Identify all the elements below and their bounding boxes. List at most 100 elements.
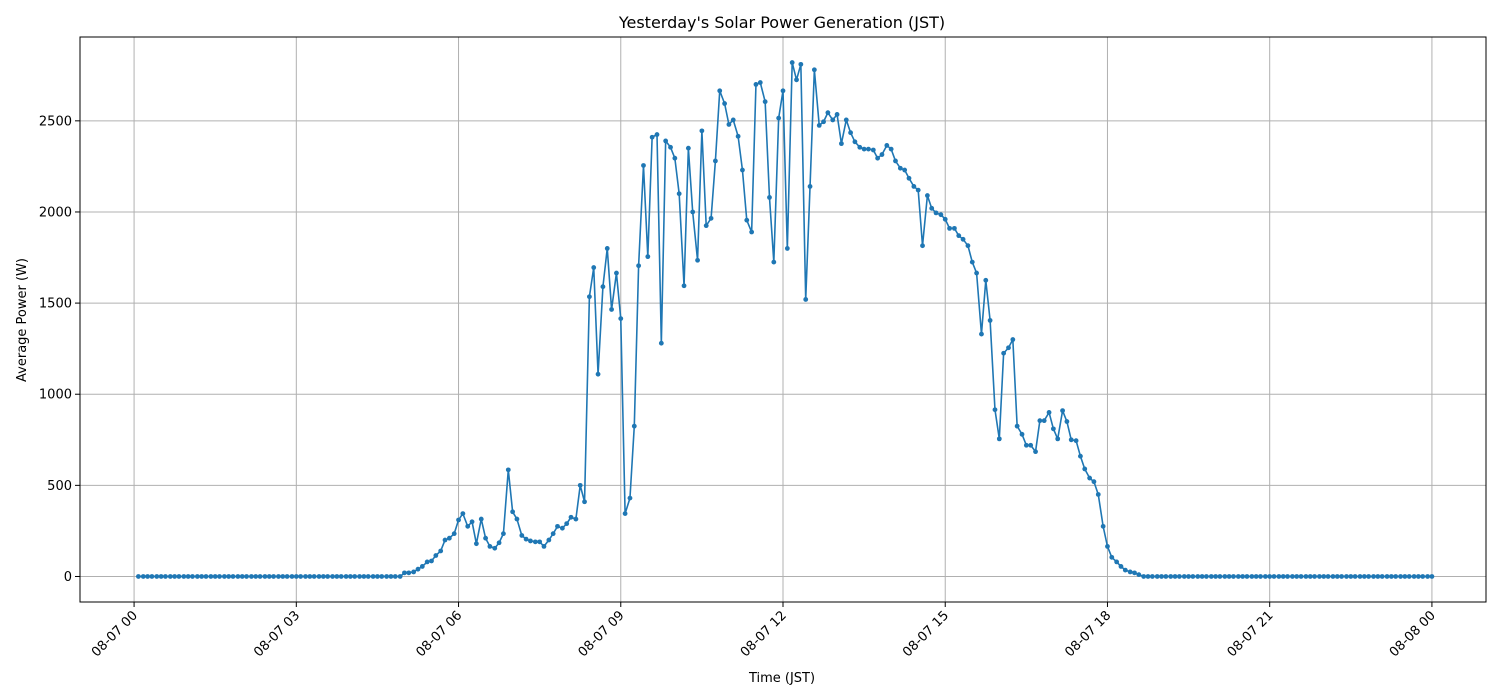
data-point — [194, 574, 200, 579]
data-point — [1420, 574, 1426, 579]
data-point — [888, 146, 894, 152]
data-point — [771, 259, 777, 265]
data-point — [365, 574, 371, 579]
data-point — [1060, 408, 1065, 414]
data-point — [424, 559, 430, 565]
data-point — [803, 297, 809, 302]
data-point — [208, 574, 214, 579]
data-point — [1249, 574, 1255, 579]
data-point — [176, 574, 182, 579]
data-point — [1334, 574, 1340, 579]
data-point — [253, 574, 259, 579]
data-point — [523, 536, 529, 542]
data-point — [1001, 350, 1007, 356]
data-point — [1244, 574, 1250, 579]
data-point — [541, 544, 547, 549]
data-point — [600, 284, 606, 290]
data-point — [848, 130, 853, 136]
data-point — [1095, 492, 1101, 497]
data-point — [559, 525, 565, 531]
data-point — [645, 254, 651, 260]
data-point — [154, 574, 160, 579]
data-point — [685, 145, 691, 151]
y-tick-label: 2000 — [39, 205, 72, 220]
data-point — [235, 574, 241, 579]
data-point — [483, 535, 488, 541]
data-point — [262, 574, 268, 579]
data-point — [749, 229, 755, 235]
data-point — [433, 553, 439, 558]
data-point — [1046, 410, 1052, 415]
data-point — [591, 265, 597, 270]
data-point — [1253, 574, 1259, 579]
data-point — [1023, 442, 1029, 448]
data-point — [438, 548, 444, 554]
data-point — [564, 521, 570, 527]
data-point — [811, 67, 817, 73]
data-point — [167, 574, 173, 579]
data-point — [415, 566, 421, 572]
data-point — [325, 574, 331, 579]
data-point — [947, 225, 952, 231]
data-point — [1073, 438, 1079, 444]
data-point — [1082, 466, 1088, 472]
data-point — [1298, 574, 1304, 579]
data-point — [343, 574, 349, 579]
data-point — [402, 570, 407, 576]
data-point — [641, 163, 646, 168]
data-point — [852, 139, 858, 145]
data-point — [230, 574, 236, 579]
data-point — [668, 144, 673, 150]
data-point — [780, 88, 786, 94]
data-point — [960, 236, 966, 242]
data-point — [1294, 574, 1300, 579]
data-point — [311, 574, 317, 579]
data-point — [451, 531, 457, 537]
data-point — [1226, 574, 1232, 579]
data-point — [568, 514, 574, 520]
data-point — [338, 574, 344, 579]
data-point — [244, 574, 249, 579]
data-point — [987, 318, 993, 323]
data-point — [1366, 574, 1372, 579]
data-point — [614, 270, 619, 276]
data-point — [839, 141, 844, 147]
data-point — [1114, 559, 1120, 565]
data-point — [821, 119, 826, 125]
data-point — [510, 509, 516, 515]
data-point — [239, 574, 245, 579]
data-point — [1132, 570, 1137, 576]
series-layer — [136, 60, 1435, 579]
data-point — [1290, 574, 1295, 579]
data-point — [992, 407, 998, 413]
data-point — [226, 574, 232, 579]
data-point — [587, 294, 592, 300]
data-point — [744, 217, 750, 223]
data-point — [1122, 567, 1128, 573]
data-point — [920, 243, 925, 249]
data-point — [757, 80, 763, 85]
data-point — [1280, 574, 1286, 579]
data-point — [303, 574, 308, 579]
data-point — [190, 574, 195, 579]
data-point — [582, 499, 587, 505]
y-tick-label: 500 — [47, 479, 72, 494]
data-point — [347, 574, 353, 579]
data-point — [740, 167, 745, 173]
data-point — [965, 243, 971, 249]
data-point — [618, 316, 624, 321]
data-point — [699, 128, 705, 134]
data-point — [419, 564, 425, 569]
x-axis-label: Time (JST) — [748, 671, 815, 686]
data-point — [1186, 574, 1191, 579]
data-point — [1271, 574, 1277, 579]
data-point — [1195, 574, 1201, 579]
data-point — [1141, 574, 1147, 579]
data-point — [478, 516, 484, 522]
data-point — [1136, 572, 1142, 578]
data-point — [487, 544, 493, 549]
data-point — [857, 144, 863, 150]
data-point — [1321, 574, 1327, 579]
data-point — [212, 574, 218, 579]
